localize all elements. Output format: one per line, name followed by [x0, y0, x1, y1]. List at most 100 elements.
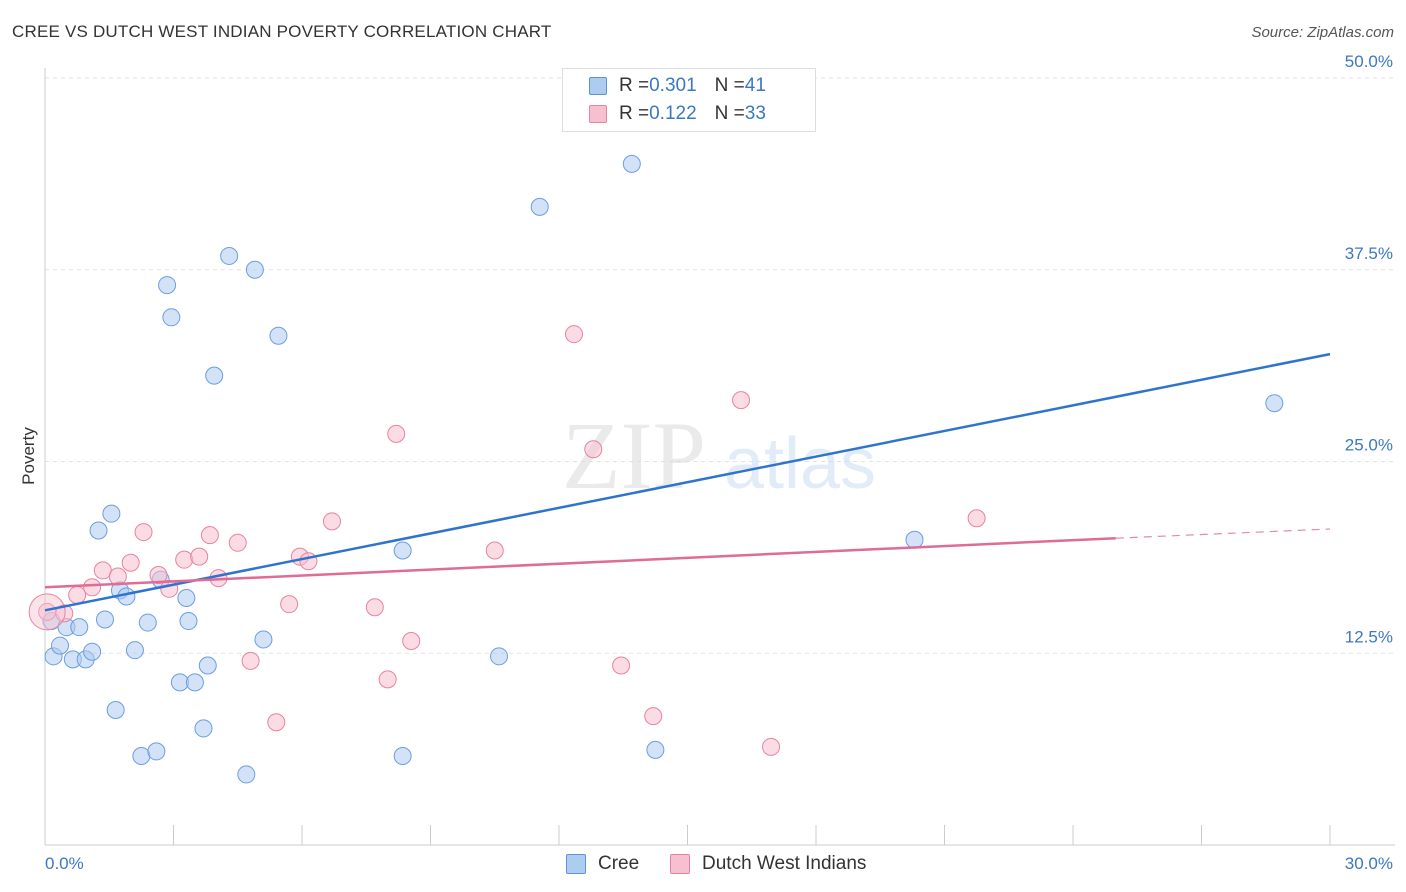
y-tick-label: 37.5% [1345, 244, 1393, 263]
dutch-west-indians-point [387, 424, 406, 443]
cree-point [70, 618, 89, 637]
cree-point [147, 742, 166, 761]
cree-point [158, 276, 177, 295]
cree-point [162, 308, 181, 327]
dutch-west-indians-point [322, 512, 341, 531]
dutch-west-indians-point [365, 598, 384, 617]
dutch-west-indians-point [200, 526, 219, 545]
dutch-west-indians-point [564, 325, 583, 344]
dutch-west-indians-trend-line [44, 536, 1116, 589]
dutch-west-indians-point [967, 509, 986, 528]
dutch-west-indians-point [644, 707, 663, 726]
cree-point [269, 326, 288, 345]
n-label: N = [714, 103, 745, 124]
y-axis-label: Poverty [19, 427, 38, 485]
r-value: 0.301 [649, 75, 697, 96]
dutch-west-indians-point [299, 552, 318, 571]
dutch-west-indians-legend-label: Dutch West Indians [702, 853, 867, 874]
dutch-west-indians-point [762, 737, 781, 756]
watermark-atlas: atlas [724, 424, 876, 504]
watermark: ZIP atlas [562, 402, 876, 509]
cree-point [646, 740, 665, 759]
chart-source: Source: ZipAtlas.com [1251, 24, 1394, 41]
cree-point [622, 154, 641, 173]
watermark-zip: ZIP [562, 402, 706, 509]
cree-point [198, 656, 217, 675]
cree-point [50, 636, 69, 655]
r-value: 0.122 [649, 103, 697, 124]
n-value: 33 [744, 103, 766, 124]
axis-layer: 12.5% 25.0% 37.5% 50.0% 0.0% 30.0% [44, 52, 1395, 873]
dutch-west-indians-point [241, 651, 260, 670]
cree-point [177, 589, 196, 608]
y-tick-label: 25.0% [1345, 436, 1393, 455]
dutch-west-indians-point [134, 523, 153, 542]
dutch-west-indians-point [190, 547, 209, 566]
cree-point [220, 246, 239, 265]
cree-point [393, 541, 412, 560]
cree-point [205, 366, 224, 385]
x-tick-label-max: 30.0% [1345, 854, 1393, 873]
dutch-west-indians-point [83, 578, 102, 597]
cree-point [89, 521, 108, 540]
dutch-west-indians-point [267, 713, 286, 732]
dutch-west-indians-point [175, 550, 194, 569]
dutch-west-indians-point [121, 553, 140, 572]
dutch-west-indians-point [93, 561, 112, 580]
cree-legend-label: Cree [598, 853, 640, 874]
points-layer [28, 154, 1284, 784]
cree-point [185, 673, 204, 692]
cree-point [138, 613, 157, 632]
dutch-west-indians-point [485, 541, 504, 560]
cree-point [194, 719, 213, 738]
dutch-west-indians-point [612, 656, 631, 675]
legend-item-dutch-west-indians: Dutch West Indians [670, 852, 866, 876]
stats-legend: R = 0.301 N = 41 R = 0.122 N = 33 [562, 68, 816, 132]
dutch-west-indians-point [68, 585, 87, 604]
cree-trend-line [44, 352, 1331, 612]
dutch-west-indians-point [280, 595, 299, 614]
dutch-west-indians-point [732, 391, 751, 410]
cree-point [254, 630, 273, 649]
dutch-west-indians-point [378, 670, 397, 689]
r-label: R = [619, 75, 650, 96]
n-value: 41 [744, 75, 766, 96]
cree-point [95, 610, 114, 629]
cree-point [490, 647, 509, 666]
cree-point [237, 765, 256, 784]
cree-swatch [589, 77, 607, 95]
dutch-west-indians-legend-swatch [670, 854, 690, 874]
cree-point [530, 197, 549, 216]
cree-point [102, 504, 121, 523]
x-tick-label-min: 0.0% [45, 854, 84, 873]
trend-layer [44, 352, 1331, 612]
n-label: N = [714, 75, 745, 96]
y-tick-label: 50.0% [1345, 52, 1393, 71]
dutch-west-indians-point [584, 440, 603, 459]
cree-point [125, 641, 144, 660]
legend-item-cree: Cree [566, 852, 639, 876]
grid-layer [45, 77, 1395, 654]
dutch-west-indians-point [402, 631, 421, 650]
chart-title: CREE VS DUTCH WEST INDIAN POVERTY CORREL… [12, 22, 552, 41]
stats-legend-row-dutch-west-indians: R = 0.122 N = 33 [589, 101, 766, 127]
dutch-west-indians-trend-extension [1115, 528, 1331, 539]
cree-point [83, 642, 102, 661]
cree-legend-swatch [566, 854, 586, 874]
dutch-west-indians-point [28, 593, 66, 631]
cree-point [179, 612, 198, 631]
cree-point [245, 260, 264, 279]
r-label: R = [619, 103, 650, 124]
dutch-west-indians-point [149, 566, 168, 585]
cree-point [1265, 394, 1284, 413]
cree-point [132, 747, 151, 766]
dutch-west-indians-point [228, 533, 247, 552]
cree-point [393, 747, 412, 766]
stats-legend-row-cree: R = 0.301 N = 41 [589, 73, 766, 99]
y-tick-label: 12.5% [1345, 627, 1393, 646]
cree-point [170, 673, 189, 692]
cree-point [106, 701, 125, 720]
dutch-west-indians-swatch [589, 105, 607, 123]
cree-point [905, 530, 924, 549]
